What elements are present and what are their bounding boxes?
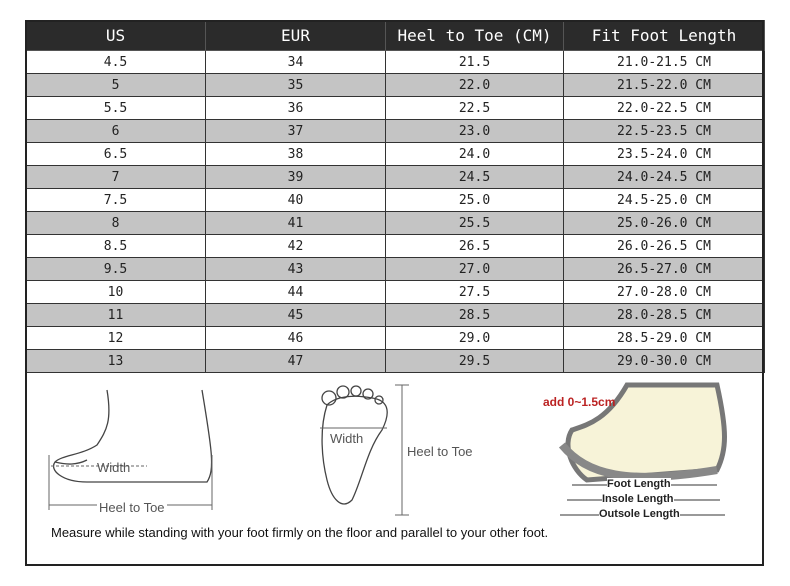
side-width-label: Width [97,460,131,475]
outsole-length-label: Outsole Length [599,508,680,520]
cell-us: 9.5 [25,257,206,281]
cell-fit-foot-length: 28.0-28.5 CM [563,303,765,327]
foot-diagrams [48,382,727,516]
side-heel-to-toe-label: Heel to Toe [97,500,167,515]
cell-fit-foot-length: 26.0-26.5 CM [563,234,765,258]
top-foot-icon [321,385,388,505]
table-row: 6 37 23.0 22.5-23.5 CM [25,119,765,143]
table-row: 4.5 34 21.5 21.0-21.5 CM [25,50,765,74]
header-us: US [25,20,206,51]
insole-length-label: Insole Length [602,493,674,505]
cell-eur: 47 [205,349,386,373]
cell-heel-to-toe: 29.0 [385,326,564,350]
cell-us: 5 [25,73,206,97]
cell-us: 8 [25,211,206,235]
table-row: 5.5 36 22.5 22.0-22.5 CM [25,96,765,120]
cell-eur: 45 [205,303,386,327]
cell-eur: 40 [205,188,386,212]
size-chart-table: US EUR Heel to Toe (CM) Fit Foot Length … [25,20,765,373]
chart-frame [25,20,764,566]
cell-us: 13 [25,349,206,373]
cell-heel-to-toe: 25.5 [385,211,564,235]
foot-length-label: Foot Length [607,478,671,490]
table-row: 9.5 43 27.0 26.5-27.0 CM [25,257,765,281]
cell-heel-to-toe: 21.5 [385,50,564,74]
table-row: 13 47 29.5 29.0-30.0 CM [25,349,765,373]
shoe-cross-section-icon [558,382,727,516]
side-foot-icon [52,389,213,483]
top-width-label: Width [330,431,364,446]
cell-heel-to-toe: 22.0 [385,73,564,97]
top-heel-to-toe-label: Heel to Toe [407,444,473,459]
table-row: 8 41 25.5 25.0-26.0 CM [25,211,765,235]
cell-heel-to-toe: 25.0 [385,188,564,212]
cell-fit-foot-length: 28.5-29.0 CM [563,326,765,350]
cell-us: 8.5 [25,234,206,258]
measurement-panel: Width Heel to Toe Width Heel to Toe add … [27,370,762,564]
cell-fit-foot-length: 29.0-30.0 CM [563,349,765,373]
cell-heel-to-toe: 27.5 [385,280,564,304]
top-measure-lines [320,384,409,516]
cell-us: 4.5 [25,50,206,74]
cell-heel-to-toe: 24.5 [385,165,564,189]
table-row: 7 39 24.5 24.0-24.5 CM [25,165,765,189]
cell-fit-foot-length: 21.0-21.5 CM [563,50,765,74]
cell-eur: 35 [205,73,386,97]
cell-eur: 34 [205,50,386,74]
cell-heel-to-toe: 27.0 [385,257,564,281]
cell-heel-to-toe: 24.0 [385,142,564,166]
cell-us: 5.5 [25,96,206,120]
cell-fit-foot-length: 25.0-26.0 CM [563,211,765,235]
header-row: US EUR Heel to Toe (CM) Fit Foot Length [25,20,765,51]
cell-heel-to-toe: 23.0 [385,119,564,143]
measurement-note: Measure while standing with your foot fi… [51,525,549,540]
cell-fit-foot-length: 26.5-27.0 CM [563,257,765,281]
add-allowance-label: add 0~1.5cm [543,395,616,409]
cell-heel-to-toe: 29.5 [385,349,564,373]
cell-eur: 37 [205,119,386,143]
cell-eur: 41 [205,211,386,235]
cell-fit-foot-length: 22.5-23.5 CM [563,119,765,143]
cell-eur: 43 [205,257,386,281]
